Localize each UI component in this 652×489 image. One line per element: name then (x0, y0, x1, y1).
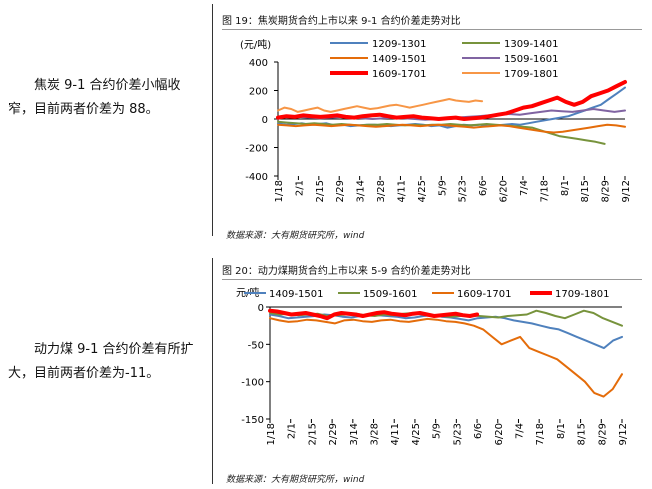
x-tick-label: 8/29 (597, 423, 608, 445)
legend-label: 1509-1601 (504, 54, 559, 65)
paragraph-coke-text: 焦炭 9-1 合约价差小幅收窄，目前两者价差为 88。 (8, 78, 181, 117)
legend-label: 1409-1501 (269, 289, 324, 300)
x-tick-label: 2/29 (328, 423, 339, 445)
y-tick-label: -50 (248, 340, 264, 351)
x-tick-label: 7/18 (535, 423, 546, 445)
x-tick-label: 3/14 (349, 423, 360, 445)
figure1-source: 数据来源：大有期货研究所，wind (226, 231, 365, 241)
x-tick-label: 4/25 (411, 423, 422, 445)
x-tick-label: 3/28 (376, 180, 387, 202)
x-tick-label: 8/1 (560, 180, 571, 196)
y-tick-label: 400 (249, 58, 268, 69)
chart-1: -400 -200 0 200 400 1/18 2/1 2/15 2/29 3/14 3/28 4/… (240, 38, 632, 202)
x-tick-label: 7/4 (514, 423, 525, 439)
y-axis-label: (元/吨) (240, 38, 271, 51)
series-line-1709-1801 (277, 98, 484, 113)
y-tick-label: 0 (262, 115, 268, 126)
y-tick-label: -400 (245, 172, 268, 183)
legend-label: 1309-1401 (504, 39, 559, 50)
paragraph-thermal-coal-text: 动力煤 9-1 合约价差有所扩大，目前两者价差为-11。 (8, 342, 194, 381)
x-tick-label: 3/14 (356, 180, 367, 202)
x-tick-label: 6/6 (478, 180, 489, 196)
y-tick-label: 0 (258, 303, 264, 314)
x-tick-label: 8/15 (580, 180, 591, 202)
x-tick-label: 6/20 (494, 423, 505, 445)
x-tick-label: 5/9 (432, 423, 443, 439)
x-tick-label: 2/15 (307, 423, 318, 445)
x-tick-label: 2/29 (335, 180, 346, 202)
legend-label: 1209-1301 (372, 39, 427, 50)
legend-label: 1609-1701 (372, 69, 427, 80)
y-tick-label: -100 (241, 378, 264, 389)
x-tick-label: 6/20 (499, 180, 510, 202)
paragraph-coke: 焦炭 9-1 合约价差小幅收窄，目前两者价差为 88。 (8, 74, 204, 122)
figure2-source: 数据来源：大有期货研究所，wind (226, 475, 365, 485)
x-tick-label: 4/25 (417, 180, 428, 202)
y-tick-label: -200 (245, 144, 268, 155)
x-tick-label: 5/9 (437, 180, 448, 196)
x-tick-label: 8/1 (556, 423, 567, 439)
x-tick-label: 7/4 (519, 180, 530, 196)
legend-label: 1509-1601 (363, 289, 418, 300)
legend-label: 1709-1801 (504, 69, 559, 80)
x-tick-label: 4/11 (396, 180, 407, 202)
paragraph-thermal-coal: 动力煤 9-1 合约价差有所扩大，目前两者价差为-11。 (8, 338, 204, 386)
figure2-caption: 图 20：动力煤期货合约上市以来 5-9 合约价差走势对比 (222, 262, 642, 280)
legend-label: 1709-1801 (555, 289, 610, 300)
legend-label: 1409-1501 (372, 54, 427, 65)
x-tick-label: 2/1 (294, 180, 305, 196)
x-tick-label: 5/23 (458, 180, 469, 202)
x-tick-label: 8/15 (577, 423, 588, 445)
x-tick-label: 8/29 (601, 180, 612, 202)
x-tick-label: 9/12 (621, 180, 632, 202)
series-line-1409-1501 (269, 313, 623, 350)
x-tick-label: 7/18 (539, 180, 550, 202)
series-line-1609-1701 (276, 80, 627, 121)
x-tick-label: 1/18 (274, 180, 285, 202)
x-tick-label: 2/1 (287, 423, 298, 439)
series-line-1709-1801 (268, 308, 480, 321)
x-tick-label: 4/11 (390, 423, 401, 445)
divider-line (212, 4, 213, 236)
chart-2: -150 -100 -50 0 1/18 2/1 2/15 2/29 3/14 3/28 4/11 4… (236, 286, 629, 445)
x-tick-label: 2/15 (315, 180, 326, 202)
legend-label: 1609-1701 (457, 289, 512, 300)
x-tick-label: 6/6 (473, 423, 484, 439)
x-tick-label: 5/23 (452, 423, 463, 445)
x-tick-label: 3/28 (370, 423, 381, 445)
series-line-1409-1501 (277, 123, 626, 134)
figure1-caption: 图 19：焦炭期货合约上市以来 9-1 合约价差走势对比 (222, 12, 642, 30)
y-tick-label: 200 (249, 87, 268, 98)
series-line-1209-1301 (277, 86, 626, 129)
series-line-1609-1701 (269, 317, 623, 398)
divider-line (212, 258, 213, 484)
x-tick-label: 1/18 (266, 423, 277, 445)
y-tick-label: -150 (241, 415, 264, 426)
x-tick-label: 9/12 (618, 423, 629, 445)
